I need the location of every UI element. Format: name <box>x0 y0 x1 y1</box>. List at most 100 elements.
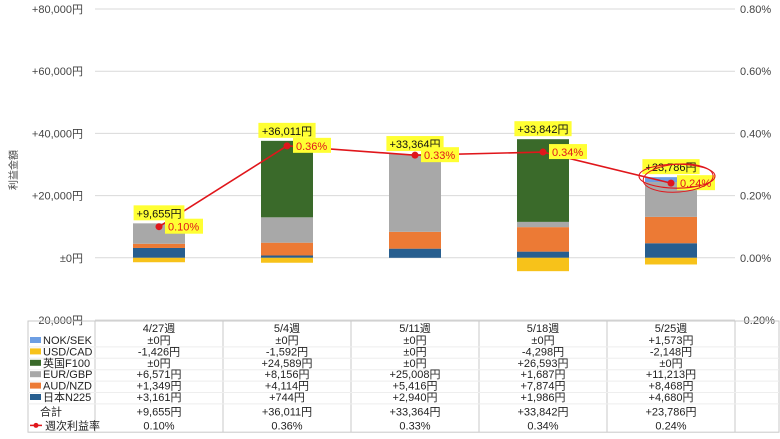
table-cell: +8,156円 <box>265 369 310 381</box>
left-tick-label: +60,000円 <box>32 66 83 78</box>
highlight-ellipse <box>642 163 714 193</box>
bar-segment <box>261 242 313 256</box>
stacked-bars <box>133 139 697 272</box>
bar-segment <box>389 248 441 258</box>
left-tick-label: +80,000円 <box>32 4 83 16</box>
rate-name: 週次利益率 <box>45 418 100 432</box>
table-cell: ±0円 <box>659 358 682 370</box>
total-label-bg <box>514 121 572 137</box>
table-cell: +3,161円 <box>137 392 182 404</box>
bar-segment <box>133 243 185 248</box>
left-tick-label: +20,000円 <box>32 191 83 203</box>
table-cell: -1,426円 <box>138 346 180 358</box>
bar-segment <box>517 257 569 272</box>
rate-point <box>539 148 547 156</box>
bar-segment <box>517 221 569 228</box>
table-cell: -4,298円 <box>522 346 564 358</box>
legend-swatch <box>30 359 41 366</box>
rate-point <box>155 223 163 231</box>
rate-label: 0.34% <box>552 147 583 159</box>
right-tick-label: 0.80% <box>740 4 771 16</box>
table-cell: +1,573円 <box>649 335 694 347</box>
total-label-bg <box>133 205 185 221</box>
table-cell: ±0円 <box>275 335 298 347</box>
table-cell: +25,008円 <box>389 369 440 381</box>
rate-label-bg <box>293 137 331 153</box>
total-label: +9,655円 <box>137 208 182 220</box>
total-cell: +23,786円 <box>645 406 696 418</box>
table-border <box>27 320 780 433</box>
category-label: 5/4週 <box>274 322 300 335</box>
data-table: 4/27週 5/4週 5/11週 5/18週 5/25週 NOK/SEK ±0円 ±0円 ±0円… <box>27 320 780 433</box>
rate-legend-dot <box>33 422 39 428</box>
category-label: 4/27週 <box>143 322 175 335</box>
rate-point <box>667 179 675 187</box>
left-tick-label: ±0円 <box>60 253 83 265</box>
total-label-bg <box>642 159 700 175</box>
totals-name: 合計 <box>40 404 62 418</box>
table-cell: ±0円 <box>531 335 554 347</box>
bar-segment <box>133 247 185 258</box>
table-cell: +6,571円 <box>137 369 182 381</box>
table-cell: +4,680円 <box>649 392 694 404</box>
category-label: 5/18週 <box>527 322 559 335</box>
total-cell: +9,655円 <box>137 406 182 418</box>
bar-segment <box>645 177 697 183</box>
right-tick-label: 0.20% <box>740 191 771 203</box>
table-cell: +744円 <box>269 392 305 404</box>
table-cell: +4,114円 <box>265 381 309 393</box>
bar-segment <box>389 154 441 232</box>
right-tick-label: 0.00% <box>740 253 771 265</box>
category-label: 5/11週 <box>399 322 431 335</box>
series-name: AUD/NZD <box>43 381 92 393</box>
right-tick-label: 0.40% <box>740 128 771 140</box>
right-tick-label: 0.60% <box>740 66 771 78</box>
table-cell: +1,687円 <box>521 369 566 381</box>
rate-cell: 0.33% <box>399 420 430 432</box>
table-cell: -2,148円 <box>650 346 692 358</box>
legend-swatch <box>30 382 41 389</box>
legend-swatch <box>30 348 41 355</box>
legend-swatch <box>30 394 41 400</box>
rate-line <box>155 142 675 231</box>
bar-segment <box>261 257 313 263</box>
rate-label-bg <box>421 147 459 163</box>
series-name: NOK/SEK <box>43 335 93 347</box>
y-axis-label: 利益金額 <box>7 150 20 190</box>
table-cell: +2,940円 <box>393 392 438 404</box>
left-tick-label: +40,000円 <box>32 128 83 140</box>
rate-cell: 0.36% <box>271 420 302 432</box>
table-cell: ±0円 <box>147 358 170 370</box>
rate-label-bg <box>677 175 715 191</box>
series-name: USD/CAD <box>43 346 93 358</box>
rate-label-bg <box>165 218 203 234</box>
table-cell: +7,874円 <box>521 381 566 393</box>
bar-segment <box>261 140 313 218</box>
legend-swatch <box>30 371 41 378</box>
total-label: +36,011円 <box>262 126 312 138</box>
table-cell: -1,592円 <box>266 346 308 358</box>
legend-swatch <box>30 337 41 343</box>
total-cell: +36,011円 <box>262 406 312 418</box>
bar-segment <box>645 257 697 265</box>
table-cell: ±0円 <box>403 346 426 358</box>
rate-label: 0.33% <box>424 150 455 162</box>
bar-segment <box>133 257 185 263</box>
bar-segment <box>261 255 313 258</box>
bar-segment <box>517 251 569 258</box>
table-cell: +1,986円 <box>521 392 566 404</box>
table-cell: +24,589円 <box>261 358 312 370</box>
table-cell: +11,213円 <box>646 369 696 381</box>
bar-segment <box>261 217 313 243</box>
total-label-bg <box>258 122 316 138</box>
bar-segment <box>517 227 569 252</box>
table-cell: +5,416円 <box>393 381 438 393</box>
rate-cell: 0.24% <box>655 420 686 432</box>
table-cell: +8,468円 <box>649 381 694 393</box>
table-cell: +26,593円 <box>517 358 568 370</box>
category-label: 5/25週 <box>655 322 687 335</box>
series-name: 英国F100 <box>43 356 90 370</box>
table-cell: +1,349円 <box>137 381 182 393</box>
